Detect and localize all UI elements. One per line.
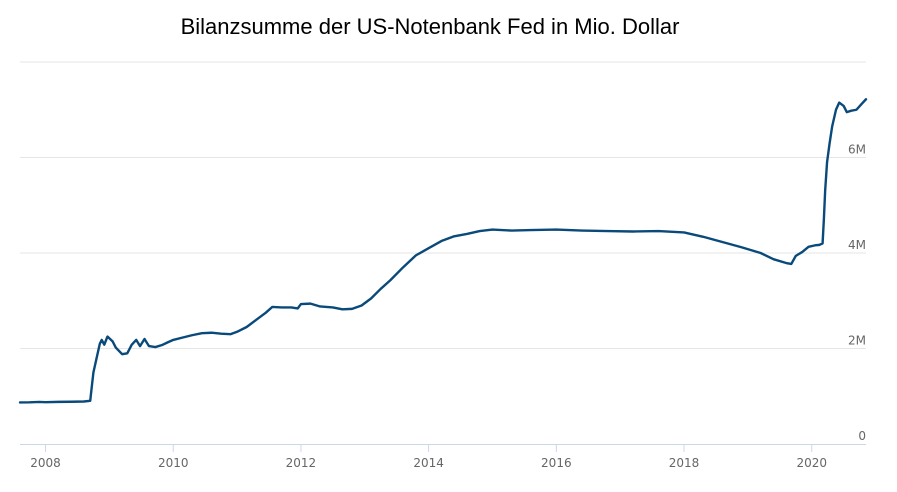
x-tick-label: 2020	[796, 456, 827, 470]
x-tick-label: 2018	[669, 456, 700, 470]
y-tick-label: 6M	[848, 143, 866, 157]
y-axis-labels: 0 2M 4M 6M	[848, 143, 866, 444]
y-tick-label: 4M	[848, 238, 866, 252]
x-axis	[20, 444, 866, 452]
y-tick-label: 0	[858, 429, 866, 443]
y-tick-label: 2M	[848, 334, 866, 348]
x-tick-label: 2014	[413, 456, 444, 470]
chart-title: Bilanzsumme der US-Notenbank Fed in Mio.…	[180, 14, 680, 39]
x-tick-label: 2010	[158, 456, 189, 470]
x-tick-label: 2012	[286, 456, 317, 470]
x-tick-label: 2008	[30, 456, 61, 470]
grid-lines	[20, 61, 866, 349]
x-tick-label: 2016	[541, 456, 572, 470]
x-axis-labels: 2008 2010 2012 2014 2016 2018 2020	[30, 456, 827, 470]
series-layer	[18, 98, 868, 404]
series-line	[18, 98, 868, 404]
